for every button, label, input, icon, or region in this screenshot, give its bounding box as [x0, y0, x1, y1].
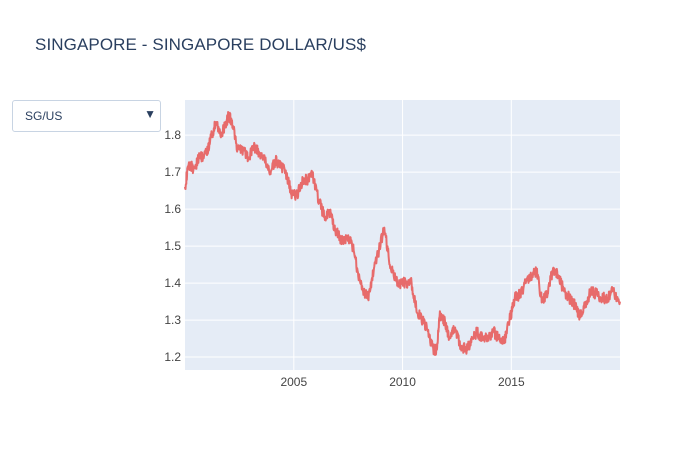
y-tick-label: 1.4 [164, 276, 181, 290]
series-dropdown[interactable]: SG/US ▼ [12, 100, 161, 132]
y-tick-label: 1.2 [164, 350, 181, 364]
y-tick-label: 1.3 [164, 313, 181, 327]
triangle-down-icon[interactable]: ▼ [144, 107, 156, 121]
x-tick-label: 2005 [280, 375, 307, 389]
x-tick-label: 2010 [389, 375, 416, 389]
series-line [184, 111, 621, 356]
y-tick-label: 1.5 [164, 239, 181, 253]
chart-title: SINGAPORE - SINGAPORE DOLLAR/US$ [35, 35, 367, 54]
y-tick-label: 1.7 [164, 165, 181, 179]
x-tick-label: 2015 [498, 375, 525, 389]
series-layer [184, 111, 621, 356]
y-tick-label: 1.6 [164, 202, 181, 216]
y-tick-label: 1.8 [164, 128, 181, 142]
dropdown-selected-label: SG/US [25, 109, 63, 123]
tick-labels: 1.2 1.3 1.4 1.5 1.6 1.7 1.8 2005 2010 2015 [164, 128, 525, 389]
